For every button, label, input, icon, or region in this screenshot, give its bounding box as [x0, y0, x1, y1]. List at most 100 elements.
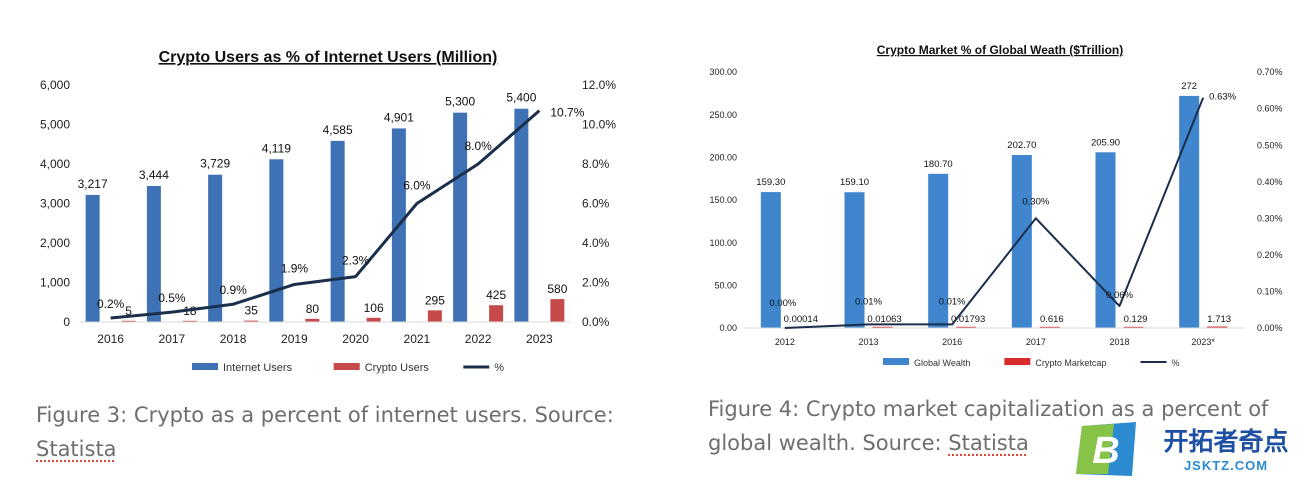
chart-title: Crypto Market % of Global Weath ($Trilli…	[877, 43, 1123, 57]
logo-name: 开拓者奇点	[1163, 427, 1288, 456]
bar-internet-users	[453, 112, 468, 323]
bar-internet-users	[269, 159, 284, 322]
legend-swatch	[333, 363, 360, 370]
line-data-label: 1.9%	[281, 261, 309, 275]
line-data-label: 2.3%	[342, 254, 370, 268]
y-tick-label: 300.00	[709, 67, 737, 77]
logo-letter: B	[1092, 430, 1119, 472]
x-tick-label: 2020	[342, 332, 369, 346]
data-label: 5	[125, 304, 132, 318]
y2-tick-label: 0.40%	[1257, 177, 1283, 187]
data-label: 35	[244, 304, 258, 318]
y2-tick-label: 0.70%	[1257, 67, 1283, 77]
watermark-logo: B 开拓者奇点 JSKTZ.COM	[1074, 420, 1315, 480]
data-label: 80	[306, 302, 320, 316]
data-label: 0.00014	[784, 314, 818, 325]
legend-label: %	[494, 362, 504, 374]
y2-tick-label: 0.60%	[1257, 104, 1283, 114]
data-label: 4,119	[262, 141, 291, 155]
bar-global-wealth	[928, 173, 949, 328]
source-link[interactable]: Statista	[36, 437, 117, 461]
y-tick-label: 4,000	[40, 157, 70, 171]
bar-crypto-marketcap	[956, 326, 977, 328]
data-label: 106	[364, 301, 384, 315]
y2-tick-label: 0.20%	[1257, 250, 1283, 260]
legend-swatch	[883, 358, 909, 365]
data-label: 0.129	[1124, 314, 1148, 325]
data-label: 159.10	[840, 177, 869, 188]
data-label: 180.70	[924, 159, 953, 170]
bar-internet-users	[330, 140, 345, 322]
data-label: 5,400	[506, 91, 536, 105]
legend-swatch	[192, 363, 218, 370]
bar-global-wealth	[1011, 155, 1032, 328]
line-data-label: 0.06%	[1106, 290, 1133, 301]
line-data-label: 0.2%	[97, 297, 125, 311]
data-label: 4,901	[384, 110, 414, 124]
line-data-label: 8.0%	[464, 139, 492, 153]
line-series-percent	[784, 97, 1205, 329]
x-tick-label: 2017	[159, 332, 186, 346]
y2-tick-label: 0.50%	[1257, 140, 1283, 150]
x-tick-label: 2018	[1109, 337, 1129, 347]
figure-3-caption: Figure 3: Crypto as a percent of interne…	[36, 398, 636, 466]
bar-internet-users	[146, 185, 161, 322]
legend-label: Crypto Marketcap	[1035, 358, 1106, 368]
source-link[interactable]: Statista	[948, 431, 1029, 455]
legend-label: Crypto Users	[365, 362, 430, 374]
data-label: 1.713	[1207, 314, 1231, 325]
logo-tile-accent	[1076, 424, 1114, 474]
y2-tick-label: 0.10%	[1257, 287, 1283, 297]
x-tick-label: 2018	[220, 332, 247, 346]
x-tick-label: 2022	[465, 332, 492, 346]
caption-text: Figure 3: Crypto as a percent of interne…	[36, 403, 614, 427]
chart-title: Crypto Users as % of Internet Users (Mil…	[159, 49, 498, 66]
chart-crypto-users: Crypto Users as % of Internet Users (Mil…	[40, 49, 616, 374]
x-tick-label: 2023	[526, 332, 553, 346]
y-tick-label: 5,000	[40, 118, 70, 132]
bar-crypto-marketcap	[1207, 326, 1228, 328]
caption-text: Figure 4: Crypto market capitalization a…	[708, 397, 1269, 455]
bar-crypto-users	[305, 318, 320, 322]
line-data-label: 0.01%	[855, 296, 882, 307]
line-data-label: 0.63%	[1209, 92, 1236, 103]
y-tick-label: 1,000	[40, 276, 70, 290]
line-data-label: 0.00%	[769, 298, 796, 309]
data-label: 3,217	[78, 177, 108, 191]
y2-tick-label: 8.0%	[582, 157, 610, 171]
x-tick-label: 2016	[97, 332, 124, 346]
line-data-label: 10.7%	[550, 106, 584, 120]
bar-global-wealth	[844, 192, 865, 328]
bar-crypto-users	[366, 317, 381, 322]
bar-crypto-users	[489, 305, 504, 322]
line-data-label: 0.30%	[1022, 196, 1049, 207]
y-tick-label: 2,000	[40, 236, 70, 250]
y-tick-label: 3,000	[40, 197, 70, 211]
x-tick-label: 2019	[281, 332, 308, 346]
bar-crypto-users	[244, 320, 259, 322]
data-label: 5,300	[445, 95, 475, 109]
chart-crypto-market: Crypto Market % of Global Weath ($Trilli…	[709, 43, 1283, 368]
line-data-label: 0.01%	[939, 296, 966, 307]
data-label: 0.616	[1040, 314, 1064, 325]
data-label: 295	[425, 293, 445, 307]
data-label: 0.01793	[951, 314, 985, 325]
x-tick-label: 2021	[404, 332, 431, 346]
bar-crypto-marketcap	[872, 326, 893, 328]
figure-4-caption: Figure 4: Crypto market capitalization a…	[708, 392, 1308, 460]
y2-tick-label: 12.0%	[582, 78, 616, 92]
bar-global-wealth	[1179, 95, 1200, 328]
data-label: 3,729	[200, 157, 230, 171]
data-label: 425	[486, 288, 506, 302]
data-label: 0.01063	[867, 314, 901, 325]
y-tick-label: 6,000	[40, 78, 70, 92]
y2-tick-label: 10.0%	[582, 118, 616, 132]
y2-tick-label: 6.0%	[582, 197, 610, 211]
data-label: 202.70	[1007, 140, 1036, 151]
y2-tick-label: 0.0%	[582, 315, 610, 329]
bar-crypto-users	[550, 299, 565, 322]
logo-site: JSKTZ.COM	[1184, 458, 1268, 473]
legend-swatch	[1004, 358, 1031, 365]
bar-crypto-marketcap	[1039, 326, 1060, 328]
data-label: 272	[1181, 81, 1197, 92]
